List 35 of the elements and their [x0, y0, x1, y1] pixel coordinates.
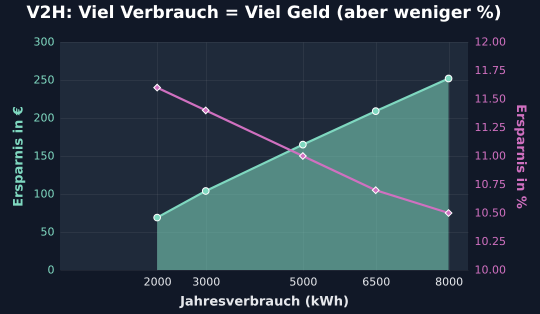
- x-tick-label: 5000: [289, 276, 318, 288]
- y-tick-label: 300: [34, 36, 54, 48]
- y-tick-label: 250: [34, 74, 54, 86]
- y2-tick-label: 10.00: [474, 264, 506, 276]
- point: [444, 209, 452, 217]
- y2-tick-label: 10.50: [474, 206, 506, 220]
- y-tick-label: 150: [34, 150, 54, 162]
- x-tick-label: 3000: [192, 276, 220, 288]
- y-tick-label: 50: [40, 226, 54, 238]
- x-tick-label: 6500: [362, 276, 390, 288]
- chart-title: V2H: Viel Verbrauch = Viel Geld (aber weniger %): [26, 3, 502, 23]
- y2-tick-label: 12.00: [474, 36, 506, 48]
- y-axis-title: Ersparnis in €: [12, 106, 27, 207]
- point: [299, 152, 307, 160]
- point: [153, 214, 161, 222]
- point: [372, 107, 380, 116]
- y2-axis-title: Ersparnis in %: [512, 104, 528, 209]
- y2-tick-label: 10.75: [474, 178, 506, 191]
- y2-tick-label: 11.00: [474, 150, 506, 162]
- point: [372, 186, 380, 194]
- x-tick-label: 2000: [144, 276, 172, 288]
- point: [299, 140, 307, 148]
- x-tick-label: 8000: [435, 276, 464, 288]
- point: [202, 187, 210, 195]
- point: [202, 106, 210, 114]
- y2-tick-label: 11.50: [474, 92, 506, 106]
- y-tick-label: 0: [48, 264, 54, 276]
- y2-tick-label: 11.75: [474, 64, 506, 77]
- y2-tick-label: 11.25: [474, 121, 506, 134]
- y2-tick-label: 10.25: [474, 235, 506, 248]
- y-tick-label: 100: [34, 188, 54, 200]
- x-axis-title: Jahresverbrauch (kWh): [179, 294, 349, 310]
- point: [444, 74, 452, 82]
- y-tick-label: 200: [34, 112, 54, 124]
- point: [153, 84, 161, 92]
